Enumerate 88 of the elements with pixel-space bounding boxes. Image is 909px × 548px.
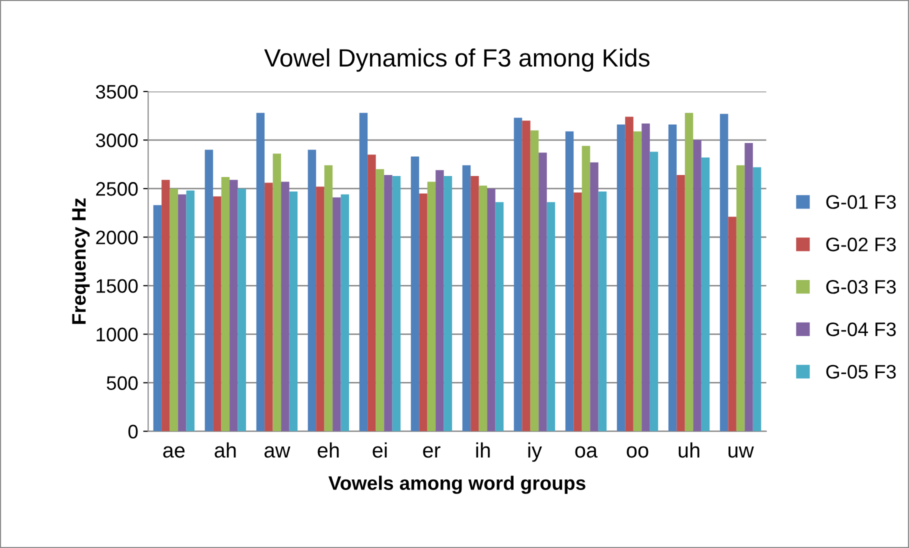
bar [359, 112, 368, 432]
bar [324, 165, 333, 432]
x-tick-label: aw [264, 446, 290, 458]
bar [384, 175, 392, 432]
bar [213, 196, 222, 432]
y-tick-label: 3500 [96, 84, 138, 99]
x-tick-label: ei [372, 442, 387, 458]
bar [153, 205, 162, 432]
bar [495, 202, 504, 432]
bar [289, 192, 298, 432]
y-tick-label: 1000 [96, 328, 138, 342]
bar [170, 188, 178, 432]
bar [256, 112, 265, 432]
x-tick-label: ae [163, 446, 185, 458]
bar [444, 176, 452, 432]
y-tick-label: 1500 [96, 279, 138, 293]
y-tick-label: 500 [106, 376, 138, 390]
y-tick-label: 2000 [96, 230, 138, 244]
bar [162, 180, 170, 432]
x-tick-label: ah [214, 442, 236, 458]
bar [221, 176, 230, 432]
x-axis-title: Vowels among word groups [328, 476, 586, 494]
bar [204, 150, 214, 432]
bar [625, 116, 634, 432]
bar [744, 142, 753, 432]
bar [668, 124, 677, 432]
legend-label: G-02 F3 [826, 238, 896, 252]
bar [752, 167, 762, 432]
x-tick-label: uw [728, 446, 754, 458]
bar [582, 146, 590, 432]
chart-title: Vowel Dynamics of F3 among Kids [264, 48, 650, 72]
bar [487, 188, 496, 432]
bar [736, 165, 745, 432]
bar [178, 194, 186, 432]
bar [478, 186, 488, 432]
y-tick-label: 0 [128, 424, 138, 439]
bar [392, 176, 401, 432]
bar [436, 170, 444, 432]
legend-label: G-03 F3 [826, 280, 896, 294]
y-tick-label: 3000 [96, 134, 138, 148]
x-tick-label: oo [626, 446, 648, 458]
legend-label: G-05 F3 [826, 364, 896, 379]
bar [720, 114, 728, 432]
bar [281, 182, 290, 432]
bar [470, 176, 479, 432]
bar [332, 197, 341, 432]
bar [316, 186, 324, 432]
x-tick-label: oa [575, 446, 598, 458]
y-axis-title: Frequency Hz [72, 198, 90, 324]
x-tick-label: ih [476, 442, 490, 458]
bar [633, 131, 642, 432]
bar [514, 118, 522, 432]
bar [264, 182, 273, 432]
bar [701, 158, 710, 432]
bar [462, 165, 471, 432]
bar [574, 192, 582, 432]
bar [340, 194, 350, 432]
bar [410, 156, 420, 432]
bar [522, 120, 530, 432]
bar [565, 131, 574, 432]
bar [376, 169, 384, 432]
bar [186, 190, 195, 432]
bar [308, 150, 316, 432]
bar [546, 202, 556, 432]
bar [230, 180, 238, 432]
bar [427, 182, 436, 432]
bar [530, 130, 539, 432]
x-tick-label: eh [318, 442, 339, 458]
bar [590, 162, 598, 432]
bar [728, 216, 736, 432]
bar [598, 192, 607, 432]
bar [419, 193, 428, 432]
bar [272, 154, 282, 432]
y-tick-label: 2500 [96, 182, 138, 196]
bar [676, 175, 685, 432]
x-tick-label: uh [678, 442, 700, 458]
legend-label: G-04 F3 [826, 322, 896, 336]
bar [642, 124, 650, 432]
bar [650, 152, 658, 432]
bar [368, 154, 376, 432]
legend-label: G-01 F3 [826, 195, 896, 209]
bar [684, 112, 694, 432]
x-tick-label: er [423, 446, 440, 458]
bar [616, 124, 626, 432]
x-tick-label: iy [528, 442, 542, 462]
bar [238, 188, 246, 432]
bar [538, 152, 547, 432]
bar [693, 140, 702, 432]
